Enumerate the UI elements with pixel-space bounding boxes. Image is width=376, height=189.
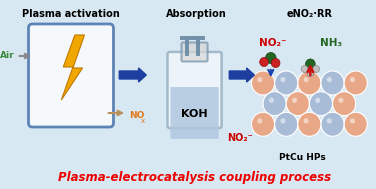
Circle shape [321,112,344,136]
FancyBboxPatch shape [11,0,376,189]
Circle shape [350,77,355,82]
Circle shape [274,71,298,95]
Polygon shape [61,35,85,100]
Text: Plasma activation: Plasma activation [22,9,120,19]
Circle shape [306,59,315,69]
Circle shape [309,92,332,116]
Circle shape [301,66,308,73]
Circle shape [344,112,367,136]
Circle shape [257,118,262,124]
Circle shape [321,71,344,95]
FancyBboxPatch shape [168,52,221,128]
Circle shape [252,112,274,136]
Circle shape [252,71,274,95]
Circle shape [274,112,298,136]
Circle shape [271,59,280,67]
Circle shape [327,77,332,82]
Text: NH₃: NH₃ [320,38,342,48]
Text: NO₂⁻: NO₂⁻ [259,38,287,48]
Circle shape [315,98,320,103]
Circle shape [286,92,309,116]
Text: Air: Air [0,51,15,60]
Circle shape [265,53,276,64]
Circle shape [257,77,262,82]
Circle shape [269,98,274,103]
Circle shape [263,92,286,116]
Text: NO: NO [129,111,144,119]
Circle shape [260,57,268,67]
Circle shape [307,70,314,77]
Circle shape [344,71,367,95]
Text: Plasma-electrocatalysis coupling process: Plasma-electrocatalysis coupling process [58,171,331,184]
Circle shape [298,112,321,136]
Circle shape [303,77,309,82]
FancyArrow shape [229,68,255,82]
Circle shape [327,118,332,124]
Text: PtCu HPs: PtCu HPs [279,153,326,163]
Text: Absorption: Absorption [166,9,227,19]
Circle shape [280,118,285,124]
Circle shape [313,66,320,73]
Circle shape [280,77,285,82]
Text: NO₂⁻: NO₂⁻ [227,133,253,143]
FancyBboxPatch shape [170,87,219,139]
Circle shape [338,98,343,103]
FancyBboxPatch shape [29,24,114,127]
Text: KOH: KOH [181,109,208,119]
Text: eNO₂·RR: eNO₂·RR [287,9,332,19]
Circle shape [303,118,309,124]
Circle shape [332,92,356,116]
FancyBboxPatch shape [182,43,208,61]
Circle shape [350,118,355,124]
Circle shape [298,71,321,95]
FancyArrow shape [119,68,146,82]
Text: x: x [141,118,145,124]
Circle shape [292,98,297,103]
